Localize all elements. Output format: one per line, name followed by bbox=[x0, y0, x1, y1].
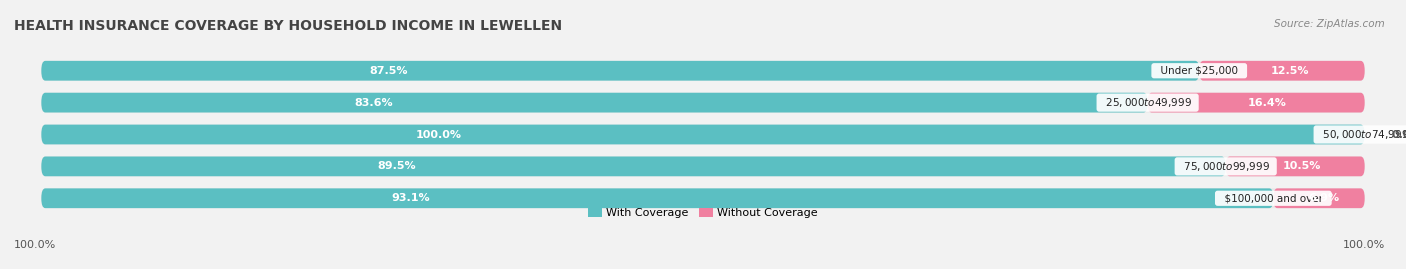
Text: 12.5%: 12.5% bbox=[1271, 66, 1309, 76]
Text: 16.4%: 16.4% bbox=[1247, 98, 1286, 108]
Text: $50,000 to $74,999: $50,000 to $74,999 bbox=[1316, 128, 1406, 141]
Text: 100.0%: 100.0% bbox=[14, 240, 56, 250]
Text: 10.5%: 10.5% bbox=[1282, 161, 1322, 171]
FancyBboxPatch shape bbox=[41, 157, 1365, 176]
FancyBboxPatch shape bbox=[41, 157, 1226, 176]
FancyBboxPatch shape bbox=[41, 125, 1365, 144]
Text: 83.6%: 83.6% bbox=[354, 98, 392, 108]
Text: 6.9%: 6.9% bbox=[1308, 193, 1339, 203]
Text: 0.0%: 0.0% bbox=[1391, 129, 1406, 140]
FancyBboxPatch shape bbox=[1274, 188, 1365, 208]
Text: 87.5%: 87.5% bbox=[370, 66, 408, 76]
FancyBboxPatch shape bbox=[1226, 157, 1365, 176]
Text: 100.0%: 100.0% bbox=[415, 129, 461, 140]
FancyBboxPatch shape bbox=[1199, 61, 1365, 81]
Text: $100,000 and over: $100,000 and over bbox=[1218, 193, 1329, 203]
FancyBboxPatch shape bbox=[41, 125, 1365, 144]
Text: 93.1%: 93.1% bbox=[392, 193, 430, 203]
Text: $25,000 to $49,999: $25,000 to $49,999 bbox=[1099, 96, 1197, 109]
FancyBboxPatch shape bbox=[41, 61, 1365, 81]
FancyBboxPatch shape bbox=[41, 93, 1365, 112]
Legend: With Coverage, Without Coverage: With Coverage, Without Coverage bbox=[588, 208, 818, 218]
Text: Source: ZipAtlas.com: Source: ZipAtlas.com bbox=[1274, 19, 1385, 29]
Text: 89.5%: 89.5% bbox=[377, 161, 416, 171]
Text: Under $25,000: Under $25,000 bbox=[1154, 66, 1244, 76]
Text: $75,000 to $99,999: $75,000 to $99,999 bbox=[1177, 160, 1274, 173]
FancyBboxPatch shape bbox=[41, 93, 1147, 112]
FancyBboxPatch shape bbox=[41, 61, 1199, 81]
FancyBboxPatch shape bbox=[41, 188, 1274, 208]
FancyBboxPatch shape bbox=[1147, 93, 1365, 112]
Text: HEALTH INSURANCE COVERAGE BY HOUSEHOLD INCOME IN LEWELLEN: HEALTH INSURANCE COVERAGE BY HOUSEHOLD I… bbox=[14, 19, 562, 33]
Text: 100.0%: 100.0% bbox=[1343, 240, 1385, 250]
FancyBboxPatch shape bbox=[41, 188, 1365, 208]
